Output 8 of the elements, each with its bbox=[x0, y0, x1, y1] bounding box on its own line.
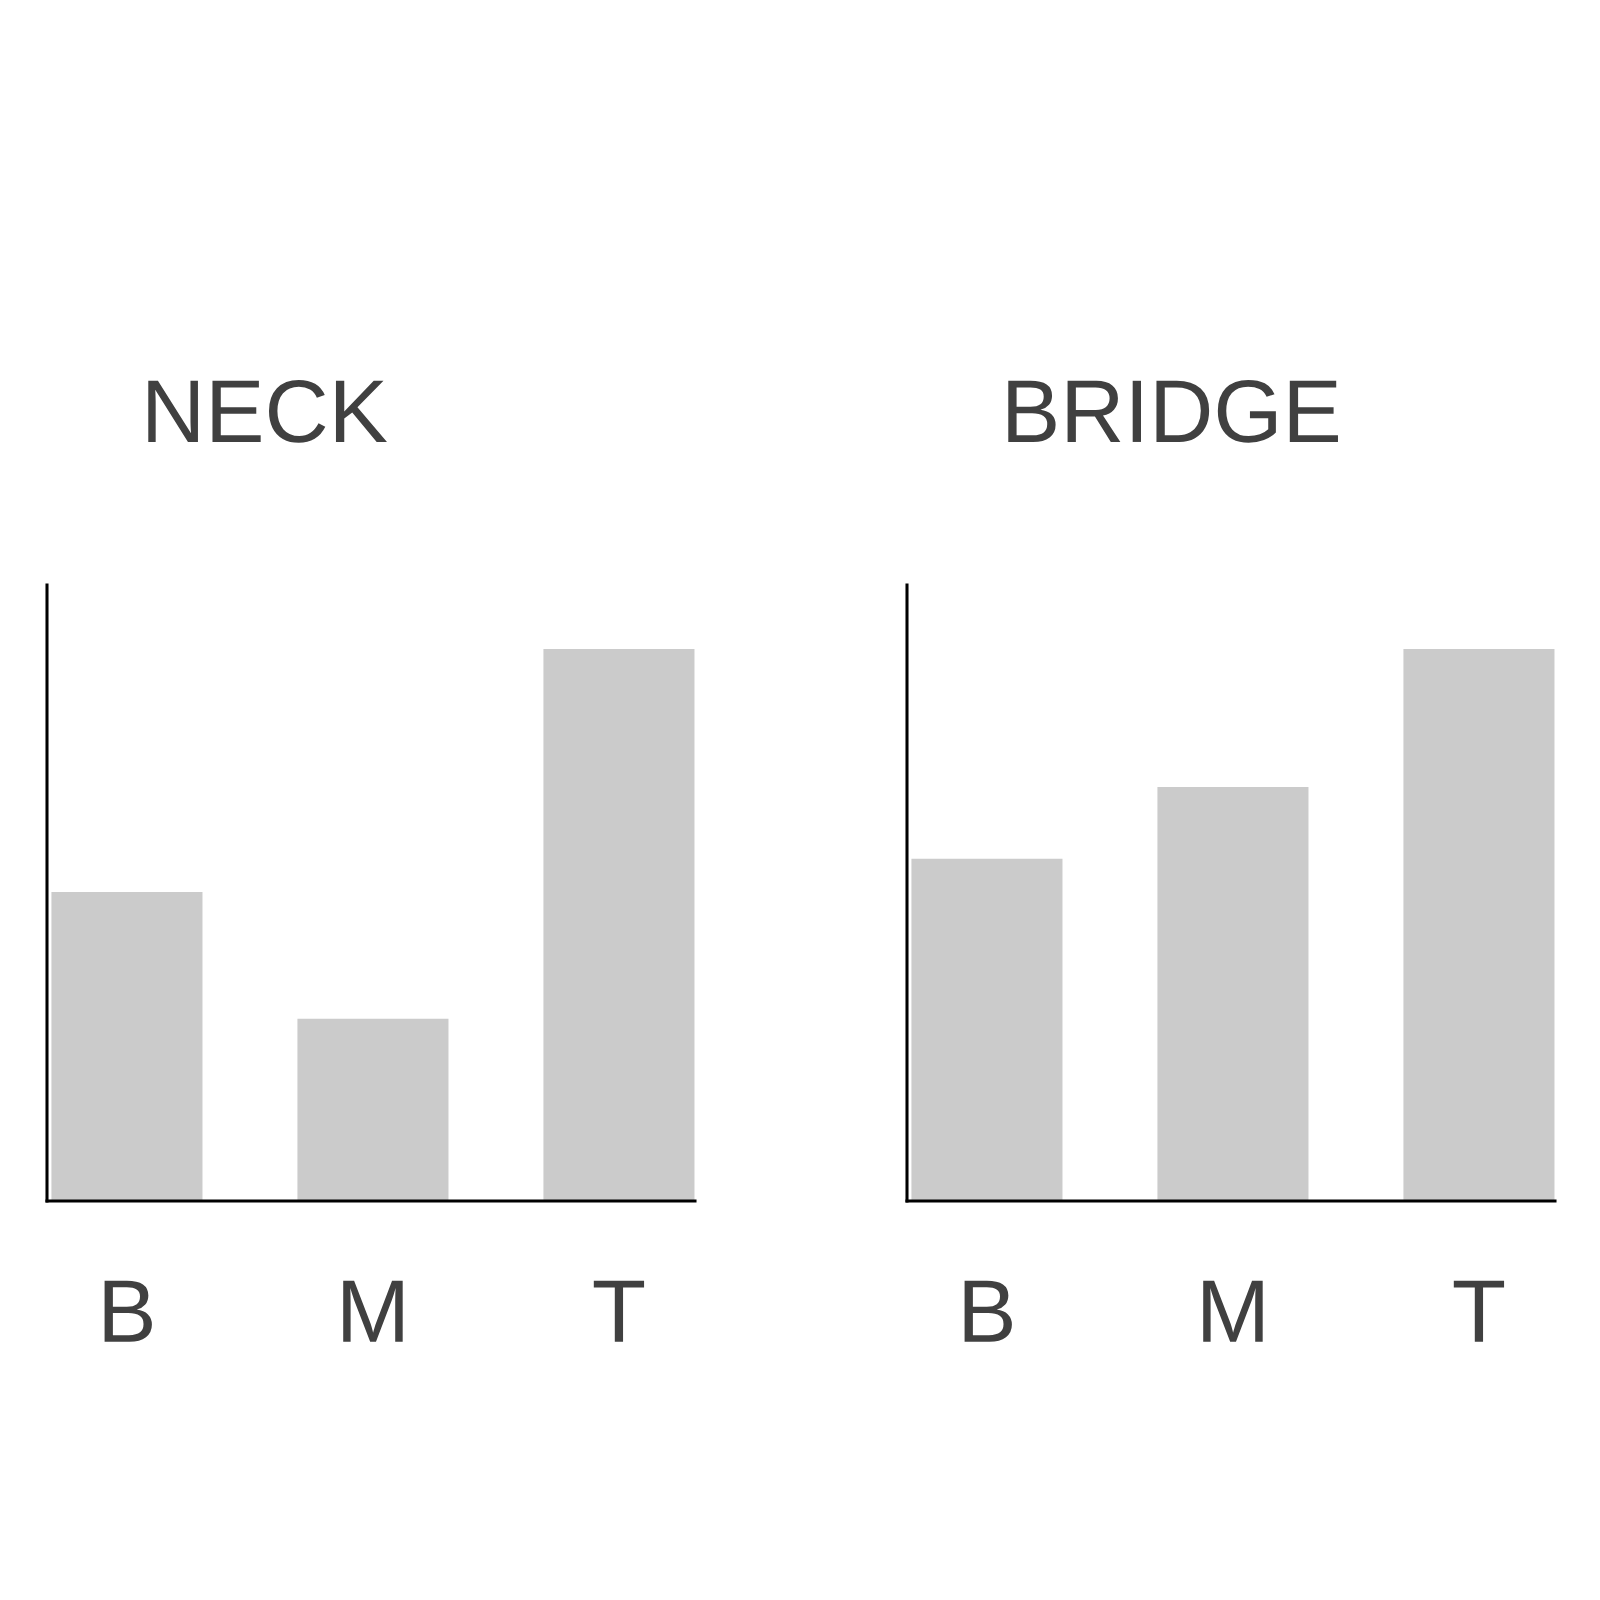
x-tick-label: T bbox=[1453, 1280, 1505, 1342]
x-tick-label: B bbox=[104, 1280, 152, 1342]
x-tick-label: M bbox=[343, 1280, 403, 1342]
chart-title: NECK bbox=[148, 379, 387, 443]
x-tick-label: M bbox=[1203, 1280, 1263, 1342]
x-tick-label: B bbox=[964, 1280, 1012, 1342]
x-tick-label: T bbox=[593, 1280, 645, 1342]
chart-title: BRIDGE bbox=[1008, 379, 1338, 443]
